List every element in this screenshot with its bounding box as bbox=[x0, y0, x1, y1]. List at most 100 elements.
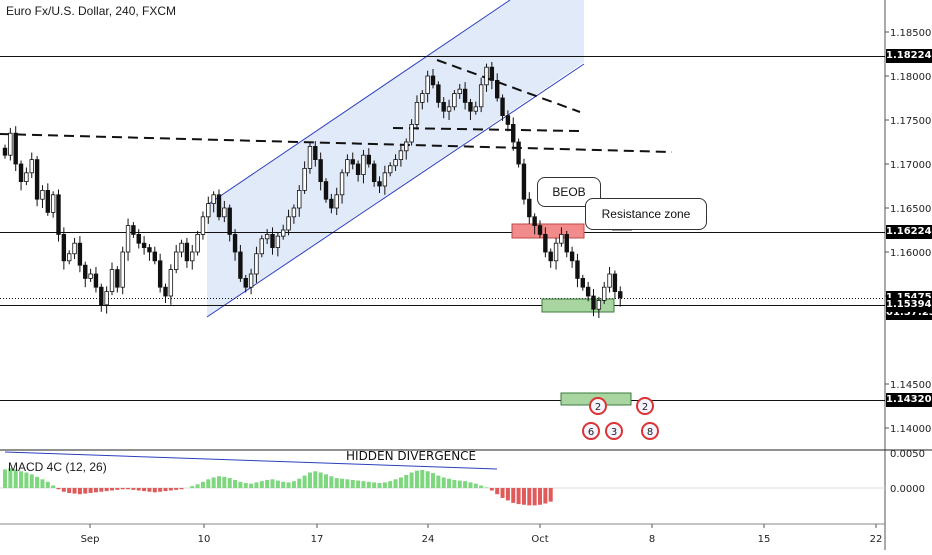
candle-body bbox=[350, 159, 355, 165]
macd-bar bbox=[136, 488, 141, 491]
macd-bar bbox=[324, 474, 328, 488]
candle-body bbox=[505, 115, 511, 125]
x-tick-label: 8 bbox=[649, 534, 655, 545]
divergence-line bbox=[4, 451, 498, 470]
candle-body bbox=[361, 154, 366, 175]
event-badge bbox=[582, 422, 600, 440]
channel-upper-line bbox=[206, 0, 511, 206]
macd-bar bbox=[377, 483, 382, 488]
resistance-zone-callout[interactable]: Resistance zone bbox=[585, 198, 707, 230]
macd-bar bbox=[297, 478, 302, 488]
hidden-divergence-label: HIDDEN DIVERGENCE bbox=[346, 449, 476, 463]
candle-body bbox=[286, 216, 291, 231]
y-tick-label: 1.17000 bbox=[890, 160, 931, 171]
macd-bar bbox=[152, 488, 157, 493]
candle-body bbox=[521, 163, 527, 200]
candle-body bbox=[61, 233, 67, 262]
candle-body bbox=[500, 97, 505, 117]
candle-body bbox=[99, 286, 104, 306]
candle-body bbox=[307, 145, 313, 169]
macd-bar bbox=[527, 488, 532, 506]
candle-body bbox=[29, 159, 34, 174]
candle-body bbox=[612, 273, 618, 293]
macd-bar bbox=[72, 488, 77, 494]
macd-bar bbox=[40, 479, 45, 488]
candle-body bbox=[387, 165, 393, 174]
macd-bar bbox=[270, 479, 275, 488]
macd-bar bbox=[254, 482, 259, 488]
candle-body bbox=[575, 260, 580, 279]
candle-body bbox=[334, 194, 339, 209]
candle-body bbox=[398, 150, 404, 161]
candle-body bbox=[580, 277, 585, 288]
price-label: 1.15394 bbox=[886, 298, 932, 312]
candle-body bbox=[264, 233, 270, 240]
candle-body bbox=[446, 106, 452, 112]
event-badge bbox=[641, 422, 659, 440]
macd-bar bbox=[479, 485, 484, 488]
support-zone-box bbox=[541, 298, 615, 313]
candle-body bbox=[585, 286, 591, 297]
macd-bar bbox=[249, 483, 254, 488]
macd-bar bbox=[334, 478, 339, 488]
candle-body bbox=[478, 84, 484, 108]
x-tick-label: 17 bbox=[311, 534, 324, 545]
macd-bar bbox=[51, 485, 56, 488]
y-tick-label: 1.14500 bbox=[890, 380, 931, 391]
macd-bar bbox=[382, 482, 387, 488]
macd-bar bbox=[414, 470, 419, 488]
candle-body bbox=[200, 216, 206, 235]
macd-bar bbox=[457, 480, 462, 488]
candle-body bbox=[280, 229, 286, 237]
x-tick-label: Oct bbox=[531, 534, 548, 545]
macd-bar bbox=[35, 476, 40, 488]
macd-bar bbox=[425, 471, 430, 488]
macd-bar bbox=[29, 474, 34, 488]
candle-body bbox=[104, 291, 109, 306]
candle-body bbox=[109, 269, 115, 293]
macd-bar bbox=[404, 474, 409, 488]
macd-indicator-label[interactable]: MACD 4C (12, 26) bbox=[8, 460, 107, 474]
candle-body bbox=[173, 251, 179, 271]
candle-body bbox=[553, 242, 559, 262]
candle-body bbox=[430, 75, 436, 86]
macd-bar bbox=[275, 480, 280, 488]
candle-body bbox=[339, 172, 345, 196]
candle-body bbox=[238, 251, 243, 279]
candle-body bbox=[163, 286, 168, 297]
event-badge-count: 2 bbox=[595, 402, 601, 413]
macd-bar bbox=[190, 486, 195, 488]
macd-bar bbox=[13, 469, 18, 488]
candle-body bbox=[537, 225, 543, 235]
y-tick-label: 1.14000 bbox=[890, 424, 931, 435]
candle-body bbox=[248, 273, 254, 288]
event-badge bbox=[589, 397, 607, 415]
macd-bar bbox=[441, 477, 446, 488]
dashed-trendline-long bbox=[0, 133, 673, 153]
y-tick-label: 1.18500 bbox=[890, 28, 931, 39]
candle-body bbox=[382, 172, 388, 187]
macd-bar bbox=[489, 488, 494, 491]
macd-bar bbox=[420, 470, 425, 488]
candle-body bbox=[93, 273, 99, 288]
candle-body bbox=[227, 207, 232, 235]
macd-bar bbox=[227, 478, 232, 488]
candle-body bbox=[120, 251, 125, 288]
candle-body bbox=[216, 194, 222, 218]
macd-bar bbox=[142, 488, 147, 492]
candle-body bbox=[511, 124, 516, 143]
candle-body bbox=[543, 233, 548, 253]
candle-body bbox=[222, 207, 227, 218]
candle-body bbox=[8, 132, 13, 156]
candle-body bbox=[179, 242, 184, 253]
macd-bar bbox=[313, 471, 318, 488]
candle-body bbox=[462, 88, 468, 103]
macd-bar bbox=[131, 488, 136, 490]
macd-bar bbox=[265, 479, 270, 488]
macd-bar bbox=[126, 488, 131, 490]
macd-bar bbox=[473, 483, 478, 488]
candle-body bbox=[232, 233, 238, 253]
macd-bar bbox=[521, 488, 526, 505]
